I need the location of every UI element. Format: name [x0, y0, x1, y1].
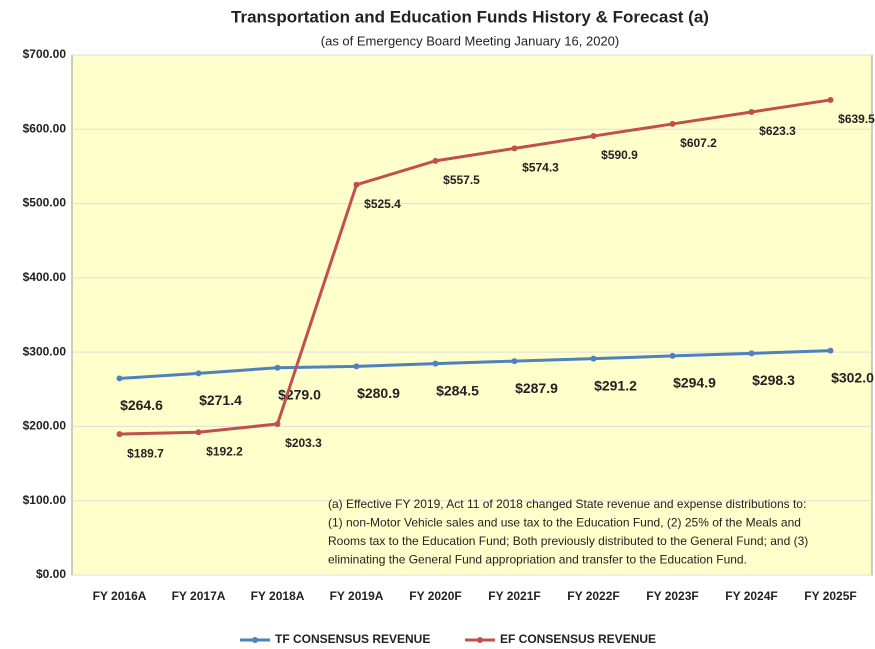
point	[274, 420, 281, 427]
point	[274, 364, 281, 371]
note: (a) Effective FY 2019, Act 11 of 2018 ch…	[328, 497, 806, 511]
data-label: $192.2	[206, 444, 243, 458]
data-label: $284.5	[436, 382, 479, 398]
point	[827, 96, 834, 103]
point	[748, 350, 755, 357]
y-tick-label: $500.00	[23, 196, 67, 210]
point	[116, 431, 123, 438]
x-tick-label: FY 2021F	[488, 589, 540, 603]
series-line	[119, 98, 831, 436]
legend-label: EF CONSENSUS REVENUE	[500, 632, 656, 646]
data-label: $607.2	[680, 136, 717, 150]
data-label: $291.2	[594, 377, 637, 393]
y-tick-label: $400.00	[23, 270, 67, 284]
chart-title: Transportation and Education Funds Histo…	[231, 7, 709, 26]
plot-area	[71, 54, 873, 576]
data-label: $271.4	[199, 392, 242, 408]
note: eliminating the General Fund appropriati…	[328, 553, 747, 567]
note: Rooms tax to the Education Fund; Both pr…	[328, 534, 808, 548]
data-label: $574.3	[522, 161, 559, 175]
data-label: $525.4	[364, 197, 401, 211]
point	[590, 133, 597, 140]
x-tick-label: FY 2020F	[409, 589, 461, 603]
point	[511, 358, 518, 365]
point	[432, 157, 439, 164]
x-tick-label: FY 2024F	[725, 589, 777, 603]
legend-label: TF CONSENSUS REVENUE	[275, 632, 430, 646]
data-label: $298.3	[752, 372, 795, 388]
x-tick-label: FY 2025F	[804, 589, 856, 603]
y-tick-label: $700.00	[23, 47, 67, 61]
point	[590, 355, 597, 362]
data-label: $189.7	[127, 446, 164, 460]
x-tick-label: FY 2017A	[172, 589, 226, 603]
data-label: $557.5	[443, 173, 480, 187]
x-tick-label: FY 2022F	[567, 589, 619, 603]
point	[669, 352, 676, 359]
point	[195, 429, 202, 436]
y-tick-label: $200.00	[23, 419, 67, 433]
x-tick-label: FY 2019A	[330, 589, 384, 603]
point	[116, 375, 123, 382]
point	[353, 181, 360, 188]
data-label: $203.3	[285, 436, 322, 450]
point	[827, 347, 834, 354]
point	[511, 145, 518, 152]
legend-marker	[477, 637, 483, 643]
series-line	[119, 349, 831, 380]
point	[195, 370, 202, 377]
y-tick-label: $600.00	[23, 121, 67, 135]
point	[353, 363, 360, 370]
data-label: $302.0	[831, 369, 874, 385]
data-label: $280.9	[357, 385, 400, 401]
y-tick-label: $100.00	[23, 493, 67, 507]
legend-marker	[252, 637, 258, 643]
point	[432, 360, 439, 367]
point	[748, 108, 755, 115]
data-label: $294.9	[673, 375, 716, 391]
y-tick-label: $0.00	[36, 567, 66, 581]
point	[669, 120, 676, 127]
x-tick-label: FY 2016A	[93, 589, 147, 603]
x-tick-label: FY 2018A	[251, 589, 305, 603]
chart-subtitle: (as of Emergency Board Meeting January 1…	[321, 33, 619, 48]
data-label: $287.9	[515, 380, 558, 396]
data-label: $623.3	[759, 124, 796, 138]
note: (1) non-Motor Vehicle sales and use tax …	[328, 516, 801, 530]
data-label: $639.5	[838, 112, 875, 126]
data-label: $590.9	[601, 148, 638, 162]
data-label: $264.6	[120, 397, 163, 413]
y-tick-label: $300.00	[23, 344, 67, 358]
x-tick-label: FY 2023F	[646, 589, 698, 603]
